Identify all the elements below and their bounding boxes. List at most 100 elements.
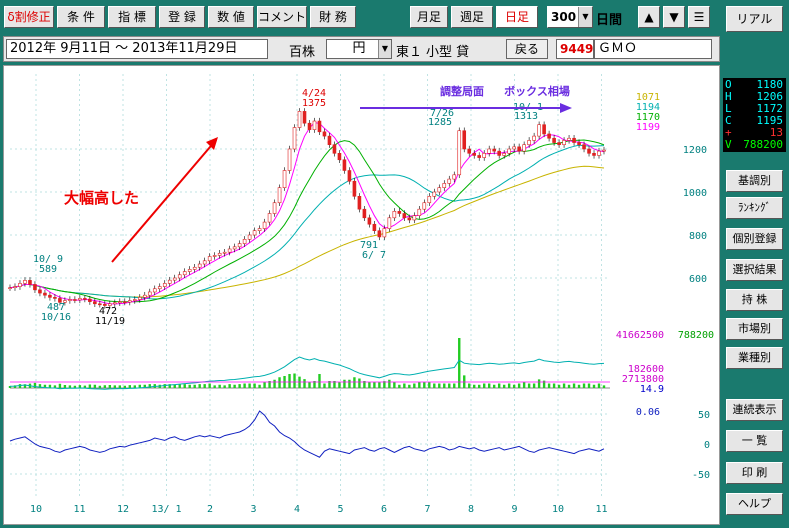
by-industry-button[interactable]: 業種別 bbox=[726, 347, 783, 369]
ranking-button[interactable]: ﾗﾝｷﾝｸﾞ bbox=[726, 197, 783, 219]
candle-body bbox=[247, 234, 252, 240]
volume-bar bbox=[98, 385, 102, 388]
candle-body bbox=[327, 135, 332, 145]
candle-body bbox=[527, 140, 531, 146]
candle-body bbox=[447, 178, 452, 184]
candle-body bbox=[392, 211, 397, 219]
candle-body bbox=[342, 159, 347, 171]
volume-bar bbox=[517, 383, 521, 388]
trend-button[interactable]: 基調別 bbox=[726, 170, 783, 192]
month-tick-label: 11 bbox=[73, 504, 85, 515]
register-button[interactable]: 登 録 bbox=[159, 6, 205, 28]
condition-button[interactable]: 条 件 bbox=[57, 6, 105, 28]
period-count-select[interactable]: 300 ▼ bbox=[547, 6, 593, 28]
month-tick-label: 3 bbox=[250, 504, 256, 515]
monthly-button[interactable]: 月足 bbox=[410, 6, 448, 28]
volume-bar bbox=[368, 382, 371, 388]
selection-result-button[interactable]: 選択結果 bbox=[726, 259, 783, 281]
candle-body bbox=[83, 298, 87, 300]
finance-button[interactable]: 財 務 bbox=[310, 6, 356, 28]
month-tick-label: 5 bbox=[337, 504, 343, 515]
scroll-up-icon[interactable]: ▲ bbox=[638, 6, 660, 28]
holdings-button[interactable]: 持 株 bbox=[726, 289, 783, 311]
candle-body bbox=[492, 148, 496, 152]
scroll-down-icon[interactable]: ▼ bbox=[663, 6, 685, 28]
candle-body bbox=[113, 302, 117, 305]
month-tick-label: 10 bbox=[30, 504, 42, 515]
print-button[interactable]: 印 刷 bbox=[726, 462, 783, 484]
candle-body bbox=[227, 248, 232, 253]
candle-body bbox=[577, 142, 581, 146]
stock-info-bar: 2012年 9月11日 〜 2013年11月29日 百株 円 ▼ 東１ 小型 貸… bbox=[3, 36, 720, 62]
indicator-button[interactable]: 指 標 bbox=[108, 6, 156, 28]
volume-bar bbox=[118, 385, 122, 388]
volume-bar bbox=[258, 384, 261, 388]
volume-bar bbox=[512, 384, 516, 388]
volume-bar bbox=[567, 384, 571, 388]
high-value-label: 1375 bbox=[302, 98, 326, 109]
values-button[interactable]: 数 値 bbox=[208, 6, 254, 28]
volume-bar bbox=[348, 379, 351, 388]
volume-bar bbox=[93, 384, 97, 388]
daily-button[interactable]: 日足 bbox=[496, 6, 538, 28]
nov19-value-label: 472 bbox=[99, 306, 117, 317]
continuous-display-button[interactable]: 連続表示 bbox=[726, 399, 783, 421]
price-tick-label: 1200 bbox=[683, 145, 707, 156]
volume-bar bbox=[323, 383, 326, 388]
volume-total-label: 41662500 bbox=[616, 330, 664, 341]
volume-bar bbox=[143, 384, 146, 388]
by-market-button[interactable]: 市場別 bbox=[726, 318, 783, 340]
volume-bar bbox=[602, 385, 606, 388]
candle-body bbox=[332, 144, 337, 154]
candle-body bbox=[402, 213, 407, 219]
candle-body bbox=[78, 298, 82, 301]
volume-bar bbox=[218, 384, 221, 388]
month-tick-label: 8 bbox=[468, 504, 474, 515]
currency-select[interactable]: 円 ▼ bbox=[326, 39, 392, 59]
volume-bar bbox=[203, 384, 206, 388]
candle-body bbox=[382, 228, 387, 238]
volume-bar bbox=[527, 383, 531, 388]
volume-bar bbox=[492, 384, 496, 388]
month-tick-label: 11 bbox=[595, 504, 607, 515]
list-button[interactable]: 一 覧 bbox=[726, 430, 783, 452]
split-adjust-button[interactable]: δ割修正 bbox=[4, 6, 54, 28]
ma-value-label: 1199 bbox=[636, 122, 660, 133]
candle-body bbox=[387, 217, 392, 229]
candle-body bbox=[192, 266, 197, 270]
volume-bar bbox=[483, 383, 486, 388]
top-toolbar: δ割修正 条 件 指 標 登 録 数 値 コメント 財 務 月足 週足 日足 3… bbox=[0, 0, 720, 33]
realtime-button[interactable]: リアル bbox=[726, 6, 783, 32]
candle-body bbox=[152, 288, 157, 293]
individual-register-button[interactable]: 個別登録 bbox=[726, 228, 783, 250]
candle-body bbox=[167, 279, 172, 284]
candle-body bbox=[232, 246, 237, 250]
ohlc-row: H 1206 bbox=[723, 91, 786, 103]
ohlc-row: +13 bbox=[723, 127, 786, 139]
comment-button[interactable]: コメント bbox=[257, 6, 307, 28]
candle-body bbox=[347, 170, 352, 182]
osc-tick-label: 0 bbox=[704, 440, 710, 451]
candle-body bbox=[532, 135, 536, 141]
ohlc-key: V bbox=[725, 138, 732, 151]
candle-body bbox=[547, 133, 551, 139]
price-tick-label: 1000 bbox=[683, 188, 707, 199]
volume-current-label: 788200 bbox=[678, 330, 714, 341]
volume-bar bbox=[562, 383, 566, 388]
menu-icon[interactable]: ☰ bbox=[688, 6, 710, 28]
chevron-down-icon: ▼ bbox=[378, 40, 391, 58]
stock-name: ＧＭＯ bbox=[594, 39, 712, 59]
volume-bar bbox=[313, 381, 316, 388]
weekly-button[interactable]: 週足 bbox=[451, 6, 493, 28]
rally-arrow bbox=[111, 139, 217, 263]
oscillator-line bbox=[9, 410, 605, 458]
back-button[interactable]: 戻る bbox=[506, 39, 548, 59]
candle-body bbox=[257, 228, 262, 232]
candle-body bbox=[352, 180, 357, 197]
candle-body bbox=[237, 243, 242, 248]
volume-bar bbox=[138, 384, 141, 388]
stock-chart[interactable]: 10 11 12 13/ 1 2 3 4 5 6 7 8 9 10 11 1200 1000 800 600 107… bbox=[3, 65, 720, 525]
volume-bar bbox=[268, 381, 271, 388]
help-button[interactable]: ヘルプ bbox=[726, 493, 783, 515]
candle-body bbox=[442, 183, 447, 189]
